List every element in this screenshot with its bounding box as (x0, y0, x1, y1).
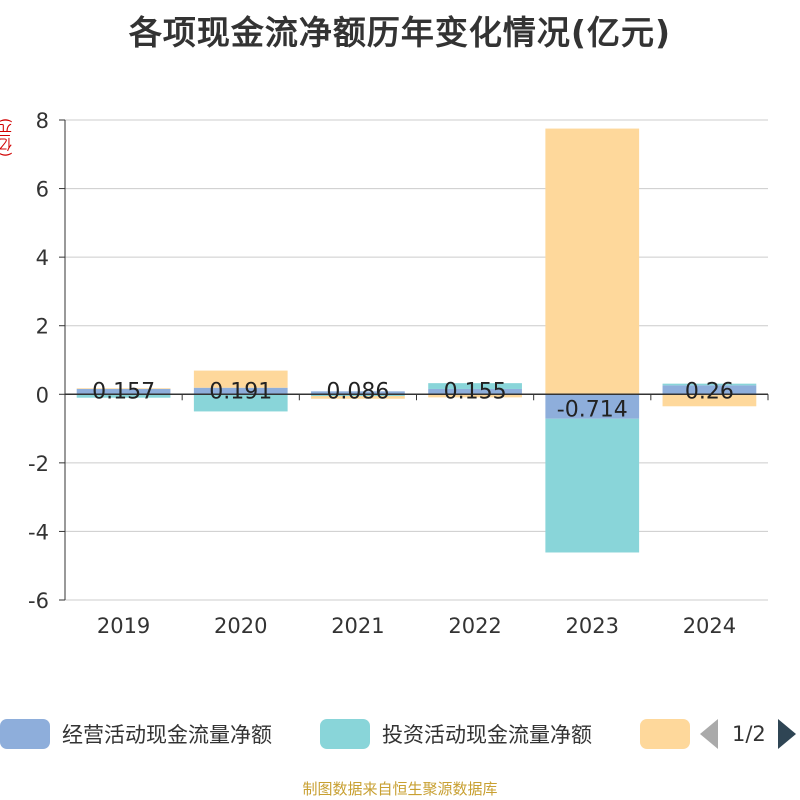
data-label-2022: 0.155 (444, 379, 507, 404)
bar-s0-2021 (311, 391, 405, 395)
legend-swatch-investing (320, 719, 370, 749)
x-tick-label-2024: 2024 (683, 614, 736, 638)
legend-item-operating[interactable]: 经营活动现金流量净额 (0, 712, 272, 756)
bar-s1-2021 (311, 394, 405, 396)
legend-pager: 1/2 (700, 712, 796, 756)
y-tick-label: 2 (36, 315, 49, 339)
legend-item-investing[interactable]: 投资活动现金流量净额 (320, 712, 592, 756)
bar-s2-2024 (662, 394, 757, 407)
x-tick-label-2021: 2021 (331, 614, 384, 638)
data-source-footer: 制图数据来自恒生聚源数据库 (302, 780, 498, 798)
bar-s1-2024 (662, 383, 757, 386)
legend-page-indicator: 1/2 (732, 722, 766, 746)
bar-s0-2020 (193, 387, 288, 395)
bar-s0-2022 (428, 388, 522, 395)
bar-s1-2020 (193, 394, 288, 412)
x-tick-label-2023: 2023 (566, 614, 619, 638)
legend: 经营活动现金流量净额 投资活动现金流量净额 1/2 (0, 712, 800, 756)
y-tick-label: -4 (28, 520, 49, 544)
x-tick-label-2020: 2020 (214, 614, 267, 638)
bar-s0-2019 (76, 388, 171, 395)
legend-label-investing: 投资活动现金流量净额 (382, 723, 592, 747)
bar-s0-2024 (662, 385, 757, 395)
bar-s0-2023 (545, 394, 640, 419)
y-tick-label: 4 (36, 246, 49, 270)
bar-s1-2023 (545, 418, 640, 553)
data-label-2020: 0.191 (209, 379, 272, 404)
legend-next-page-icon[interactable] (777, 719, 796, 749)
bar-s1-2019 (76, 394, 171, 398)
data-label-2023: -0.714 (557, 398, 628, 423)
chart-title: 各项现金流净额历年变化情况(亿元) (128, 13, 672, 52)
bar-s2-2019 (76, 388, 171, 389)
legend-label-operating: 经营活动现金流量净额 (62, 723, 272, 747)
bar-s1-2022 (428, 383, 522, 389)
x-tick-label-2019: 2019 (97, 614, 150, 638)
y-tick-label: -6 (28, 589, 49, 613)
y-tick-label: 8 (36, 109, 49, 133)
bar-s2-2023 (545, 128, 640, 395)
x-tick-label-2022: 2022 (448, 614, 501, 638)
y-tick-label: 6 (36, 178, 49, 202)
bar-s2-2022 (428, 394, 522, 398)
data-label-2021: 0.086 (326, 379, 389, 404)
legend-prev-page-icon[interactable] (700, 719, 718, 749)
data-label-2019: 0.157 (92, 379, 155, 404)
data-label-2024: 0.26 (685, 379, 734, 404)
y-tick-label: 0 (36, 383, 49, 407)
legend-swatch-operating (0, 719, 50, 749)
legend-swatch-financing (640, 719, 690, 749)
bar-s2-2020 (193, 370, 288, 388)
legend-item-financing[interactable] (640, 712, 702, 756)
y-tick-label: -2 (28, 452, 49, 476)
bar-s2-2021 (311, 396, 405, 399)
